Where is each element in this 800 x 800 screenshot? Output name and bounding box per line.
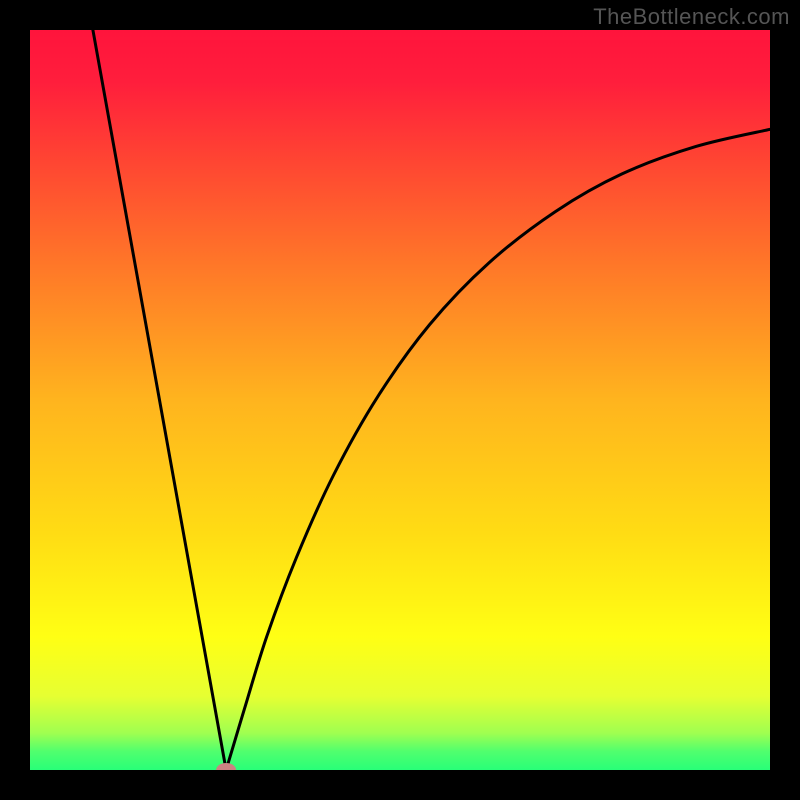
watermark-text: TheBottleneck.com	[593, 4, 790, 30]
border-left	[0, 0, 30, 800]
gradient-background	[30, 30, 770, 770]
chart-frame: TheBottleneck.com	[0, 0, 800, 800]
border-right	[770, 0, 800, 800]
border-bottom	[0, 770, 800, 800]
plot-area	[30, 30, 770, 770]
plot-svg	[30, 30, 770, 770]
